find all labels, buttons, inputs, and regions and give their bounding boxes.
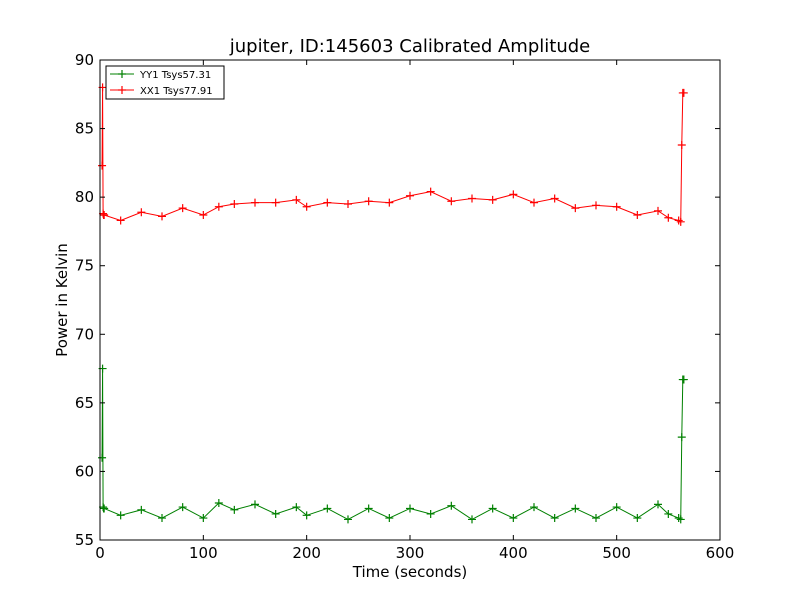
series-1-point-7	[158, 212, 166, 221]
series-1-point-6	[137, 208, 146, 217]
series-0-point-11	[230, 505, 239, 514]
series-0-point-22	[447, 501, 456, 510]
y-tick-label-1: 60	[75, 462, 94, 480]
legend: YY1 Tsys57.31 XX1 Tsys77.91	[105, 65, 225, 100]
y-tick-label-5: 80	[75, 188, 94, 206]
series-0-point-36	[677, 433, 686, 442]
series-0-point-19	[385, 514, 394, 523]
y-tick-label-2: 65	[75, 394, 94, 412]
y-tick-label-4: 75	[75, 257, 94, 275]
series-1-point-28	[571, 204, 580, 213]
series-0-point-31	[633, 514, 642, 523]
series-1-point-21	[426, 187, 435, 196]
series-0-point-38	[679, 375, 688, 384]
legend-label-xx1: XX1 Tsys77.91	[140, 86, 213, 97]
chart-title: jupiter, ID:145603 Calibrated Amplitude	[229, 36, 590, 57]
series-0-point-27	[550, 514, 559, 523]
series-1-point-23	[468, 194, 476, 203]
series-0-point-28	[571, 504, 580, 513]
series-0-point-34	[674, 514, 683, 523]
series-0-point-10	[214, 498, 223, 507]
legend-marker-yy1	[118, 70, 126, 78]
series-1-point-0	[98, 161, 107, 170]
series-1-point-36	[677, 141, 686, 150]
series-1-point-12	[251, 198, 259, 207]
series-0-point-14	[292, 503, 301, 512]
series-0-point-21	[426, 509, 435, 518]
series-0-point-8	[178, 503, 187, 512]
series-0-point-5	[116, 511, 125, 520]
series-1-point-16	[323, 198, 332, 207]
series-0-point-16	[323, 504, 332, 513]
series-0-point-12	[251, 500, 259, 509]
series-1-point-26	[530, 198, 538, 207]
series-1-point-20	[406, 191, 414, 200]
series-1-point-18	[364, 197, 373, 206]
series-1-point-13	[271, 198, 280, 207]
series-1-point-19	[385, 198, 394, 207]
series-1-point-35	[676, 217, 685, 226]
x-tick-label-1: 100	[189, 544, 218, 562]
series-1-point-17	[344, 200, 352, 208]
series-1-point-33	[664, 213, 673, 222]
legend-marker-xx1	[118, 86, 126, 94]
series-0-point-15	[302, 511, 311, 520]
x-tick-label-2: 200	[292, 544, 321, 562]
legend-box	[105, 65, 225, 100]
series-1-point-9	[199, 210, 208, 219]
series-0-point-6	[137, 505, 146, 514]
series-0-point-0	[98, 453, 107, 462]
y-tick-label-3: 70	[75, 325, 94, 343]
series-1-point-15	[302, 202, 311, 211]
series-0-point-26	[530, 503, 538, 512]
series-1-point-4	[100, 210, 109, 219]
series-0-point-7	[158, 514, 166, 523]
tick-layer: 0 100 200 300 400 500 600 55 60 65 70 75 80 85 90	[75, 51, 734, 562]
series-1-point-14	[292, 195, 301, 204]
series-1-point-8	[178, 204, 187, 213]
x-tick-label-5: 500	[602, 544, 631, 562]
y-tick-label-0: 55	[75, 531, 94, 549]
series-0-point-18	[364, 504, 373, 513]
series-1-point-27	[550, 194, 559, 203]
series-0-point-17	[344, 515, 352, 524]
series-1-point-24	[488, 195, 497, 204]
x-tick-label-3: 300	[396, 544, 425, 562]
series-1-point-31	[633, 210, 642, 219]
x-tick-label-0: 0	[95, 544, 105, 562]
series-0-point-24	[488, 504, 497, 513]
series-1-point-38	[679, 88, 688, 97]
series-1-point-29	[592, 201, 600, 210]
series-0-point-9	[199, 514, 208, 523]
series-1-point-5	[116, 216, 125, 225]
series-1-point-25	[509, 190, 518, 199]
y-tick-label-6: 85	[75, 120, 94, 138]
x-axis-label: Time (seconds)	[352, 563, 468, 581]
series-0-point-33	[664, 509, 673, 518]
series-0-point-13	[271, 509, 280, 518]
series-0-point-25	[509, 514, 518, 523]
series-0-point-20	[406, 504, 414, 513]
y-axis-label: Power in Kelvin	[53, 243, 71, 357]
series-layer	[98, 83, 688, 524]
y-tick-label-7: 90	[75, 51, 94, 69]
legend-label-yy1: YY1 Tsys57.31	[139, 70, 211, 81]
series-1-point-34	[674, 216, 683, 225]
x-tick-label-4: 400	[499, 544, 528, 562]
series-1-point-10	[214, 202, 223, 211]
series-1-point-22	[447, 197, 456, 206]
series-1-point-30	[612, 202, 621, 211]
series-0-point-23	[468, 515, 476, 524]
x-tick-label-6: 600	[706, 544, 735, 562]
series-1-point-32	[654, 206, 662, 215]
series-0-point-32	[654, 500, 662, 509]
series-1-point-11	[230, 200, 239, 208]
series-0-point-4	[100, 504, 109, 513]
series-0-point-30	[612, 503, 621, 512]
series-0-point-35	[676, 515, 685, 524]
series-0-point-29	[592, 514, 600, 523]
